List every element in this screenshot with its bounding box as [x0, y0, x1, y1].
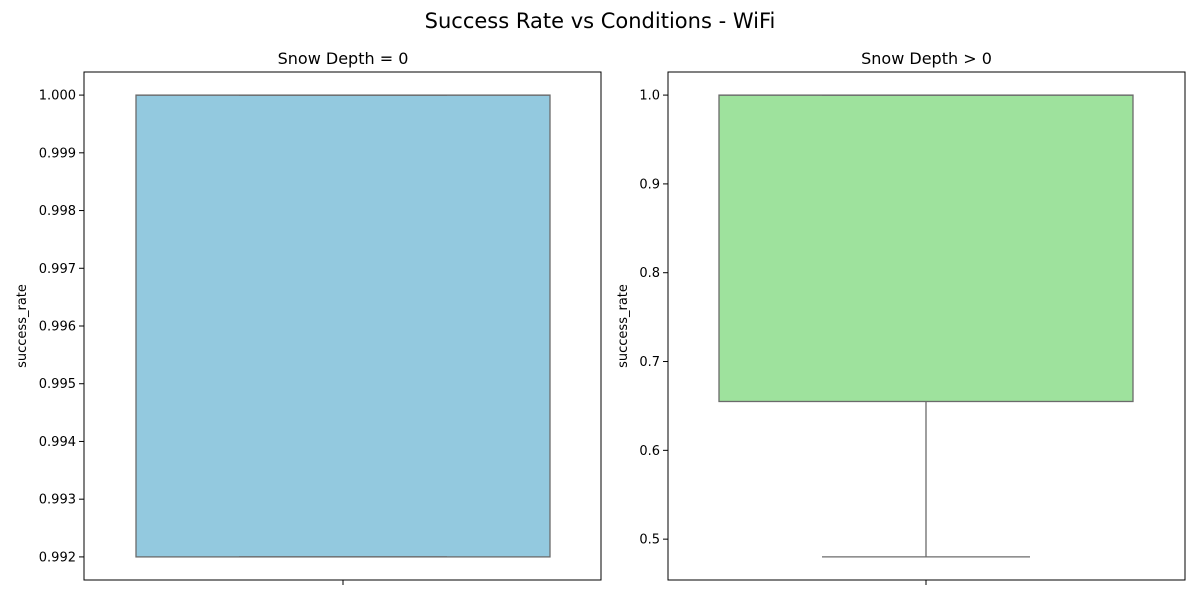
figure-suptitle: Success Rate vs Conditions - WiFi — [425, 9, 776, 33]
y-tick-label: 0.992 — [39, 550, 76, 565]
y-axis-label: success_rate — [616, 284, 631, 368]
y-tick-label: 0.998 — [39, 204, 76, 219]
y-tick-label: 0.993 — [39, 493, 76, 508]
y-tick-label: 0.996 — [39, 320, 76, 335]
y-tick-label: 0.5 — [639, 533, 660, 548]
y-tick-label: 1.0 — [639, 89, 660, 104]
y-tick-label: 0.999 — [39, 146, 76, 161]
y-tick-label: 0.9 — [639, 177, 660, 192]
y-tick-label: 0.7 — [639, 355, 660, 370]
plot-area: 0.5 0.6 0.7 0.8 0.9 1.0 — [639, 71, 1186, 585]
y-tick-label: 1.000 — [39, 89, 76, 104]
box-iqr — [718, 94, 1134, 403]
panel-title: Snow Depth > 0 — [861, 49, 992, 68]
panel-snow-depth-zero: Snow Depth = 0 success_rate 0.9920.9930.… — [15, 49, 602, 585]
y-tick-label: 0.994 — [39, 435, 76, 450]
plot-area: 0.992 0.993 0.994 0.995 0.996 0.997 0.998 0.999… — [39, 71, 602, 585]
panel-title: Snow Depth = 0 — [278, 49, 409, 68]
y-tick-label: 0.995 — [39, 377, 76, 392]
y-tick-label: 0.8 — [639, 266, 660, 281]
box-iqr — [135, 94, 551, 558]
panel-snow-depth-positive: Snow Depth > 0 success_rate 0.5 0.6 0.7 0.8… — [616, 49, 1186, 585]
y-tick-label: 0.6 — [639, 444, 660, 459]
y-tick-label: 0.997 — [39, 262, 76, 277]
y-axis-label: success_rate — [15, 284, 30, 368]
